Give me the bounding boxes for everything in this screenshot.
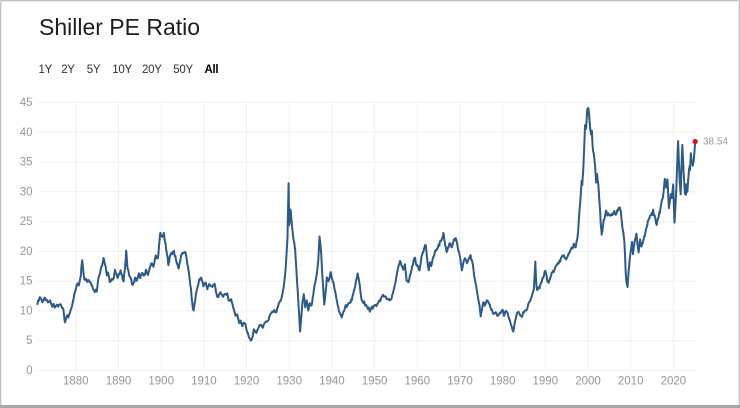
svg-text:2010: 2010 (618, 376, 644, 388)
svg-text:20: 20 (20, 246, 33, 258)
svg-text:1900: 1900 (148, 376, 174, 388)
svg-text:2020: 2020 (661, 376, 687, 388)
svg-text:1970: 1970 (447, 376, 473, 388)
svg-text:15: 15 (20, 276, 33, 288)
svg-text:38.54: 38.54 (703, 137, 728, 148)
svg-text:30: 30 (20, 186, 33, 198)
svg-text:1990: 1990 (533, 376, 559, 388)
svg-text:1890: 1890 (106, 376, 132, 388)
svg-text:1950: 1950 (362, 376, 388, 388)
svg-text:1880: 1880 (63, 376, 89, 388)
svg-text:2000: 2000 (575, 376, 601, 388)
svg-text:1920: 1920 (234, 376, 260, 388)
svg-text:0: 0 (26, 365, 32, 377)
svg-text:45: 45 (20, 97, 33, 109)
svg-text:10: 10 (20, 305, 33, 317)
svg-text:25: 25 (20, 216, 33, 228)
svg-text:40: 40 (20, 127, 33, 139)
svg-text:1960: 1960 (405, 376, 431, 388)
svg-text:35: 35 (20, 157, 33, 169)
svg-text:1980: 1980 (490, 376, 516, 388)
svg-text:1910: 1910 (191, 376, 217, 388)
svg-text:1930: 1930 (276, 376, 302, 388)
svg-text:5: 5 (26, 335, 32, 347)
svg-text:1940: 1940 (319, 376, 345, 388)
